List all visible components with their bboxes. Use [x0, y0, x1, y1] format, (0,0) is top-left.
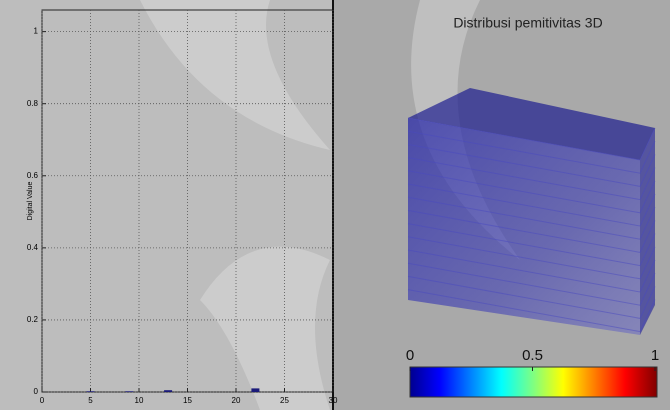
x-tick-label: 30 — [329, 396, 338, 405]
screen: 00.20.40.60.81051015202530Digital ValueD… — [0, 0, 670, 410]
colorbar-tick-label: 1 — [651, 347, 659, 364]
y-axis-label: Digital Value — [27, 182, 34, 221]
y-tick-label: 1 — [34, 27, 39, 36]
y-tick-label: 0.6 — [27, 171, 39, 180]
y-tick-label: 0.2 — [27, 315, 39, 324]
y-tick-label: 0.4 — [27, 243, 39, 252]
x-tick-label: 0 — [40, 396, 45, 405]
bar — [87, 391, 95, 392]
bar — [125, 391, 133, 392]
colorbar — [410, 367, 657, 397]
y-tick-label: 0.8 — [27, 99, 39, 108]
x-tick-label: 15 — [183, 396, 192, 405]
x-tick-label: 20 — [232, 396, 241, 405]
bar — [164, 390, 172, 392]
panel-title: Distribusi pemitivitas 3D — [453, 15, 602, 31]
colorbar-tick-label: 0 — [406, 347, 414, 364]
colorbar-tick-label: 0.5 — [522, 347, 543, 364]
x-tick-label: 10 — [135, 396, 144, 405]
x-tick-label: 25 — [280, 396, 289, 405]
bar — [251, 388, 259, 392]
cube — [408, 88, 655, 335]
y-tick-label: 0 — [34, 387, 39, 396]
x-tick-label: 5 — [88, 396, 93, 405]
